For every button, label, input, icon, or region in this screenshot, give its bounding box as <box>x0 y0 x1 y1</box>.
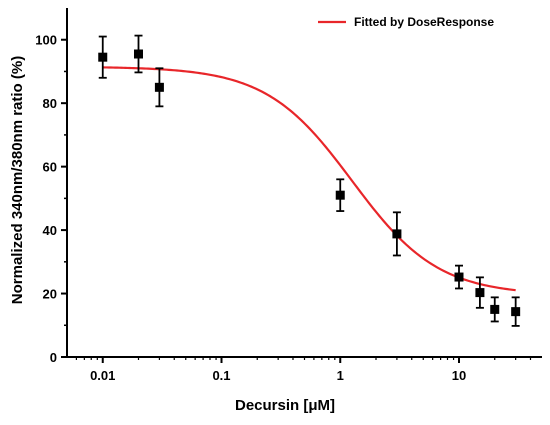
square-marker <box>133 49 143 59</box>
y-tick-label: 60 <box>43 160 57 175</box>
axes: 0 20 40 60 80 100 0.01 0.1 1 10 <box>35 8 542 383</box>
legend: Fitted by DoseResponse <box>318 15 494 29</box>
x-tick-label: 0.01 <box>90 368 115 383</box>
data-point <box>154 67 164 108</box>
x-tick-label: 0.1 <box>212 368 230 383</box>
data-point <box>392 211 402 257</box>
data-point <box>454 264 464 290</box>
data-points-layer <box>98 34 521 327</box>
fit-curve <box>102 66 516 292</box>
square-marker <box>490 304 500 314</box>
square-marker <box>475 288 485 298</box>
legend-label-fit: Fitted by DoseResponse <box>354 15 494 29</box>
data-point <box>133 34 143 74</box>
square-marker <box>511 307 521 317</box>
y-tick-label: 80 <box>43 96 57 111</box>
square-marker <box>98 52 108 62</box>
x-tick-label: 10 <box>452 368 466 383</box>
square-marker <box>154 82 164 92</box>
data-point <box>475 276 485 309</box>
y-axis-title: Normalized 340nm/380nm ratio (%) <box>9 56 26 304</box>
data-point <box>335 178 345 212</box>
data-point <box>511 296 521 327</box>
y-tick-label: 20 <box>43 287 57 302</box>
x-tick-label: 1 <box>337 368 344 383</box>
y-tick-label: 100 <box>35 33 57 48</box>
x-axis-title: Decursin [μM] <box>235 397 335 414</box>
y-tick-label: 40 <box>43 223 57 238</box>
data-point <box>490 296 500 323</box>
square-marker <box>454 272 464 282</box>
fit-curve-layer <box>102 66 516 292</box>
square-marker <box>335 190 345 200</box>
data-point <box>98 35 108 79</box>
square-marker <box>392 229 402 239</box>
y-tick-label: 0 <box>50 350 57 365</box>
